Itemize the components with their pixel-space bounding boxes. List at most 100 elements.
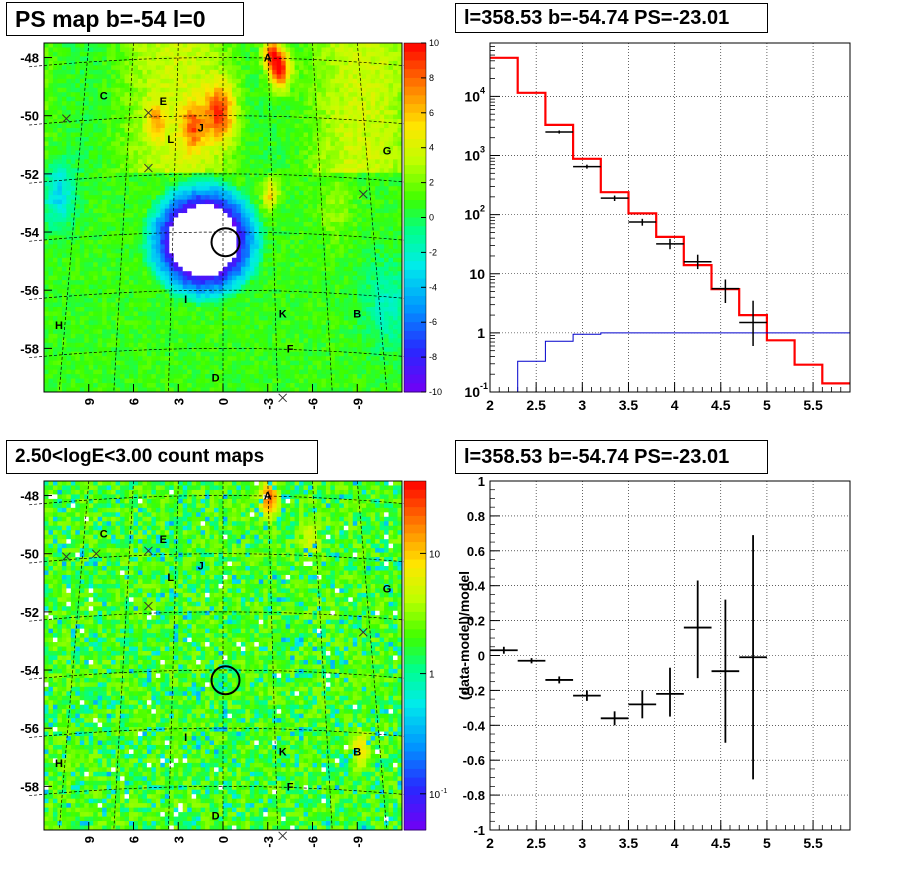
data-point [600,195,629,202]
x-marker [144,163,153,173]
x-tick-label: 0 [216,836,231,843]
x-marker [278,393,288,403]
coordinate-grid [29,480,417,831]
source-label: A [264,53,272,65]
colorbar-tick-exponent: -1 [441,788,447,795]
x-tick-label: 6 [127,398,142,405]
x-tick-label: 3 [578,397,586,413]
x-tick-label: 2.5 [526,835,546,851]
colorbar-tick-label: 2 [429,178,434,188]
y-tick-label: 10 [464,88,480,104]
colorbar-tick-label: -4 [429,282,437,292]
residual-point [656,667,684,717]
colorbar-tick-label: 1 [429,670,435,681]
residual-point [545,676,574,684]
y-tick-exponent: 2 [480,204,485,214]
y-tick-label: -52 [20,605,39,620]
data-point [628,218,657,226]
colorbar-tick-label: 10 [429,549,441,560]
y-tick-label: 10 [469,266,485,282]
source-label: C [100,90,108,102]
y-tick-label: 0.6 [467,544,485,559]
source-label: F [287,343,294,355]
x-tick-label: -9 [350,398,365,410]
x-tick-label: 3 [171,836,186,843]
x-marker [144,546,153,556]
x-marker [358,627,368,637]
x-tick-label: 3.5 [619,397,639,413]
residual-point [628,690,657,719]
data-point [739,300,767,346]
target-circle [210,665,241,696]
colorbar-tick-label: -8 [429,352,437,362]
y-tick-label: -56 [20,721,39,736]
colorbar-frame [403,480,427,831]
source-label: K [279,308,287,320]
x-marker [144,108,153,118]
residual-point [517,658,546,664]
longitude-gridline [312,42,333,393]
longitude-gridline [267,480,278,831]
spectrum-panel: 2 2.5 3 3.5 4 4.5 5 5.5 10 -1 1 10 10 2 10 3 10 4 l=358.5… [449,0,898,437]
residual-point [573,690,601,701]
model-total-step [490,56,850,385]
colorbar-tick-label: 0 [429,213,434,223]
data-point [656,238,684,250]
x-tick-label: 2 [486,397,494,413]
x-tick-label: 9 [82,836,97,843]
ps-map-title: PS map b=-54 l=0 [6,2,244,36]
longitude-gridline [58,480,90,831]
x-tick-label: 2 [486,835,494,851]
y-tick-label: 0 [478,649,485,664]
x-tick-label: -6 [306,836,321,848]
y-tick-label: -0.4 [463,718,486,733]
y-axis-label: (data-model)/model [456,571,472,700]
x-tick-label: 3.5 [619,835,639,851]
y-tick-label: -0.6 [463,753,485,768]
source-label: I [184,732,187,744]
y-tick-exponent: -1 [480,381,488,391]
colorbar-tick-label: -6 [429,317,437,327]
colorbar-tick-label: 10 [429,790,441,801]
source-label: B [353,308,361,320]
colorbar-tick-label: -10 [429,387,442,397]
residual-plot[interactable]: 2 2.5 3 3.5 4 4.5 5 5.5 -1 -0.8 -0.6 -0.4 -0.2 0 0.2 0.… [449,437,898,875]
plot-frame [489,480,851,831]
y-tick-label: 1 [477,325,485,341]
residual-point [490,646,518,654]
y-tick-label: -0.8 [463,788,485,803]
colorbar [404,43,426,393]
source-label: E [160,534,167,546]
residual-point [683,580,712,679]
residual-point [711,599,740,743]
x-marker [62,552,71,561]
source-label: L [167,134,174,146]
x-tick-label: 4 [671,835,679,851]
residual-point [739,535,767,780]
y-tick-exponent: 4 [480,85,485,95]
y-tick-label: 1 [478,474,485,489]
x-tick-label: 5.5 [803,397,823,413]
source-label: L [167,572,174,584]
y-tick-label: -0.2 [463,683,485,698]
colorbar-tick-label: 4 [429,143,434,153]
y-tick-label: 10 [464,148,480,164]
residual-panel: 2 2.5 3 3.5 4 4.5 5 5.5 -1 -0.8 -0.6 -0.4 -0.2 0 0.2 0.… [449,437,898,875]
colorbar-tick-label: 8 [429,73,434,83]
ps-map-panel: -48 -50 -52 -54 -56 -58 9 6 3 0 -3 -6 -9 A C E J L G H I K B F D… [0,0,449,437]
x-tick-label: -6 [306,398,321,410]
y-tick-label: -50 [20,109,39,124]
y-tick-label: -50 [20,547,39,562]
x-tick-label: -9 [350,836,365,848]
source-label: J [198,122,204,134]
longitude-gridline [113,480,134,831]
count-map-panel: -48 -50 -52 -54 -56 -58 9 6 3 0 -3 -6 -9 A C E J L G H I K B F D… [0,437,449,875]
data-point [573,164,601,169]
longitude-gridline [312,480,333,831]
x-marker [91,549,101,559]
colorbar-tick-label: -2 [429,247,437,257]
count-map-plot[interactable]: -48 -50 -52 -54 -56 -58 9 6 3 0 -3 -6 -9 A C E J L G H I K B F D… [0,437,449,875]
longitude-gridline [168,42,179,393]
